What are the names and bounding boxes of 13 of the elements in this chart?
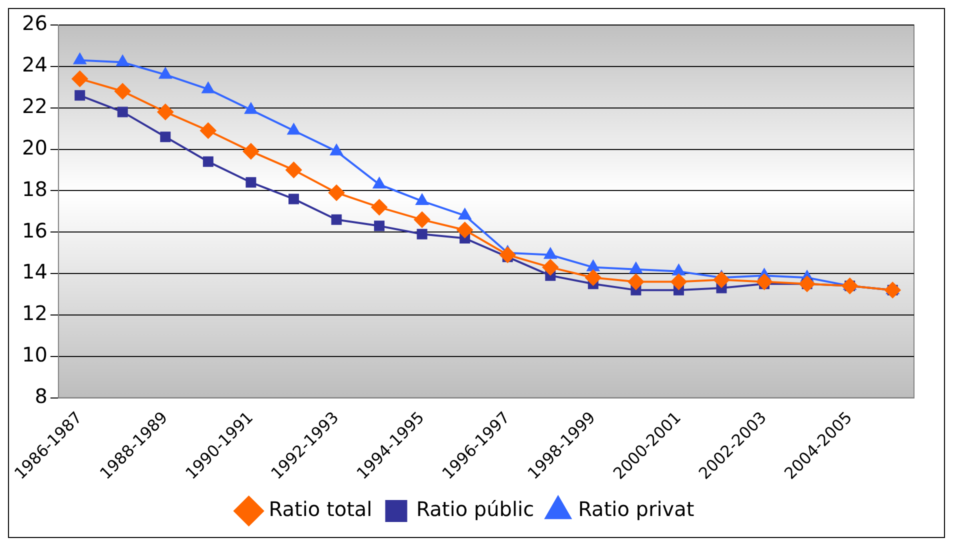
y-tick-label: 12 [22, 301, 48, 326]
legend-label: Ratio total [268, 497, 372, 522]
y-tick-label: 10 [22, 342, 48, 367]
legend-label: Ratio privat [578, 497, 694, 522]
y-tick-label: 24 [22, 52, 48, 77]
y-tick-label: 18 [22, 176, 48, 201]
y-tick-label: 22 [22, 94, 48, 118]
y-tick-label: 16 [22, 218, 48, 242]
legend-label: Ratio públic [416, 497, 534, 522]
y-tick-label: 14 [22, 260, 48, 284]
y-tick-label: 26 [22, 11, 48, 36]
y-tick-label: 8 [34, 384, 48, 408]
y-tick-label: 20 [22, 135, 48, 160]
